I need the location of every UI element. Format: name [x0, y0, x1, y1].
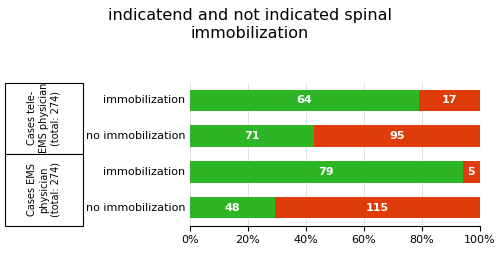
Bar [190, 197, 276, 218]
Text: immobilization: immobilization [103, 95, 185, 105]
Text: no immobilization: no immobilization [86, 203, 185, 213]
Text: 5: 5 [468, 167, 475, 177]
Text: indicatend and not indicated spinal
immobilization: indicatend and not indicated spinal immo… [108, 8, 392, 41]
Bar [276, 197, 480, 218]
Bar [190, 161, 462, 183]
Bar [190, 90, 419, 111]
Text: Cases EMS
physician
(total: 274): Cases EMS physician (total: 274) [27, 162, 60, 217]
Text: 64: 64 [296, 95, 312, 105]
Text: 95: 95 [390, 131, 405, 141]
Text: immobilization: immobilization [103, 167, 185, 177]
Bar [419, 90, 480, 111]
Text: 71: 71 [244, 131, 260, 141]
Text: 115: 115 [366, 203, 390, 213]
Bar [314, 125, 480, 147]
Text: 79: 79 [318, 167, 334, 177]
Bar [190, 125, 314, 147]
Text: 48: 48 [225, 203, 240, 213]
Bar [462, 161, 480, 183]
Text: 17: 17 [442, 95, 458, 105]
Text: no immobilization: no immobilization [86, 131, 185, 141]
Text: Cases tele-
EMS physician
(total: 274): Cases tele- EMS physician (total: 274) [27, 83, 60, 153]
